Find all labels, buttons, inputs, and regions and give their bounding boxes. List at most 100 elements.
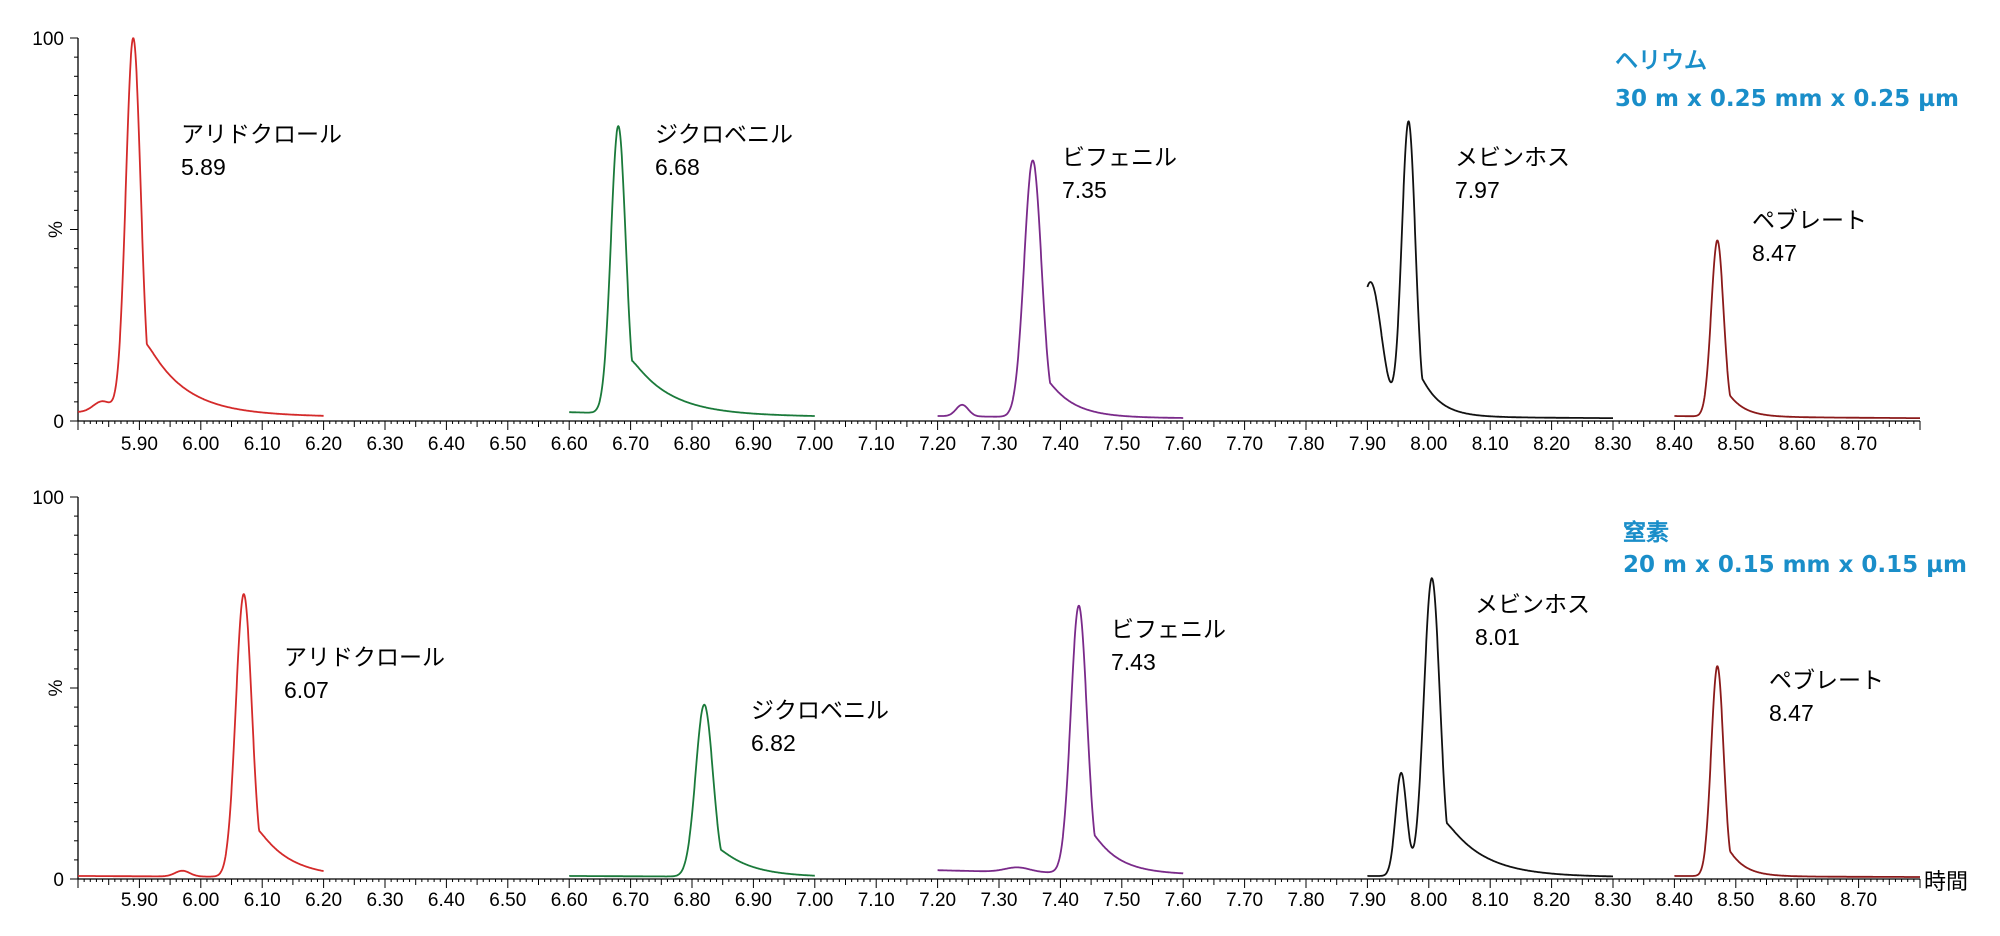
x-tick-label: 7.60 [1165,434,1202,455]
x-tick-label: 8.20 [1533,890,1570,911]
peak-name-label: メビンホス [1455,145,1570,171]
x-tick-label: 6.80 [674,890,711,911]
trace-5 [1674,665,1921,878]
x-tick-label: 7.50 [1103,890,1140,911]
trace-3 [937,604,1184,875]
x-tick-label: 8.40 [1656,434,1693,455]
carrier-gas-label: 窒素 [1623,519,1669,546]
x-tick-label: 7.50 [1103,434,1140,455]
y-tick-label: 0 [53,870,64,891]
carrier-gas-label: ヘリウム [1615,48,1707,74]
x-tick-label: 7.80 [1288,434,1325,455]
x-tick-label: 7.90 [1349,434,1386,455]
trace-1 [77,593,324,878]
x-tick-label: 6.10 [244,434,281,455]
x-tick-label: 6.60 [551,434,588,455]
x-tick-label: 6.60 [551,890,588,911]
peak-name-label: ビフェニル [1062,145,1177,171]
trace-3 [937,159,1184,419]
trace-2 [568,703,816,878]
x-tick-label: 8.10 [1472,890,1509,911]
trace-5 [1674,239,1921,419]
x-tick-label: 7.10 [858,890,895,911]
x-tick-label: 7.40 [1042,434,1079,455]
x-tick-label: 6.10 [244,890,281,911]
x-tick-label: 8.30 [1595,890,1632,911]
x-tick-label: 7.90 [1349,890,1386,911]
y-tick-label: 100 [32,29,64,50]
x-tick-label: 6.20 [305,890,342,911]
x-tick-label: 6.90 [735,890,772,911]
retention-time-label: 8.47 [1752,240,1797,266]
x-tick-label: 8.00 [1410,434,1447,455]
peak-name-label: ビフェニル [1111,617,1226,643]
retention-time-label: 8.01 [1475,624,1520,650]
x-tick-label: 7.30 [981,434,1018,455]
x-tick-label: 8.60 [1779,434,1816,455]
x-tick-label: 8.10 [1472,434,1509,455]
x-tick-label: 5.90 [121,434,158,455]
x-tick-label: 6.90 [735,434,772,455]
peak-name-label: アリドクロール [284,645,445,671]
x-tick-label: 8.50 [1717,890,1754,911]
x-tick-label: 8.70 [1840,890,1877,911]
x-tick-label: 7.30 [981,890,1018,911]
x-tick-label: 6.50 [489,890,526,911]
x-tick-label: 8.30 [1595,434,1632,455]
x-tick-label: 6.30 [367,890,404,911]
x-tick-label: 8.20 [1533,434,1570,455]
x-tick-label: 6.20 [305,434,342,455]
x-tick-label: 6.00 [182,890,219,911]
trace-4 [1367,577,1614,878]
peak-name-label: アリドクロール [181,122,342,148]
retention-time-label: 6.07 [284,677,329,703]
x-tick-label: 6.70 [612,434,649,455]
y-axis-label: % [46,221,67,238]
peak-name-label: ジクロベニル [655,122,793,148]
chromatogram-panel-1: 100 0% 5.90 6.00 6.10 6.20 6.30 6.40 6.50 6.60 6.7… [32,29,1959,455]
retention-time-label: 7.43 [1111,649,1156,675]
retention-time-label: 8.47 [1769,700,1814,726]
x-axis-label: 時間 [1924,870,1968,895]
column-spec-label: 30 m x 0.25 mm x 0.25 µm [1615,86,1959,112]
x-tick-label: 7.20 [919,890,956,911]
retention-time-label: 7.97 [1455,177,1500,203]
x-tick-label: 7.00 [796,890,833,911]
x-tick-label: 6.40 [428,890,465,911]
x-tick-label: 8.70 [1840,434,1877,455]
x-tick-label: 7.80 [1288,890,1325,911]
x-tick-label: 7.10 [858,434,895,455]
x-tick-label: 6.30 [367,434,404,455]
x-tick-label: 6.40 [428,434,465,455]
x-tick-label: 7.20 [919,434,956,455]
x-tick-label: 6.80 [674,434,711,455]
peak-name-label: ペブレート [1752,208,1867,234]
x-tick-label: 8.00 [1410,890,1447,911]
retention-time-label: 6.82 [751,730,796,756]
retention-time-label: 6.68 [655,154,700,180]
x-tick-label: 6.70 [612,890,649,911]
peak-name-label: メビンホス [1475,592,1590,618]
x-tick-label: 8.60 [1779,890,1816,911]
x-tick-label: 6.50 [489,434,526,455]
x-tick-label: 5.90 [121,890,158,911]
y-axis-label: % [46,679,67,696]
peak-name-label: ジクロベニル [751,698,889,724]
y-tick-label: 0 [53,412,64,433]
retention-time-label: 5.89 [181,154,226,180]
retention-time-label: 7.35 [1062,177,1107,203]
x-tick-label: 7.70 [1226,890,1263,911]
trace-2 [568,125,816,417]
chromatogram-panel-2: 100 0% 5.90 6.00 6.10 6.20 6.30 6.40 6.50 6.60 6.7… [32,488,1968,911]
x-tick-label: 7.60 [1165,890,1202,911]
column-spec-label: 20 m x 0.15 mm x 0.15 µm [1623,552,1967,578]
peak-name-label: ペブレート [1769,668,1884,694]
x-tick-label: 8.40 [1656,890,1693,911]
y-tick-label: 100 [32,488,64,509]
x-tick-label: 6.00 [182,434,219,455]
trace-1 [77,37,324,417]
x-tick-label: 7.00 [796,434,833,455]
trace-4 [1366,120,1614,419]
